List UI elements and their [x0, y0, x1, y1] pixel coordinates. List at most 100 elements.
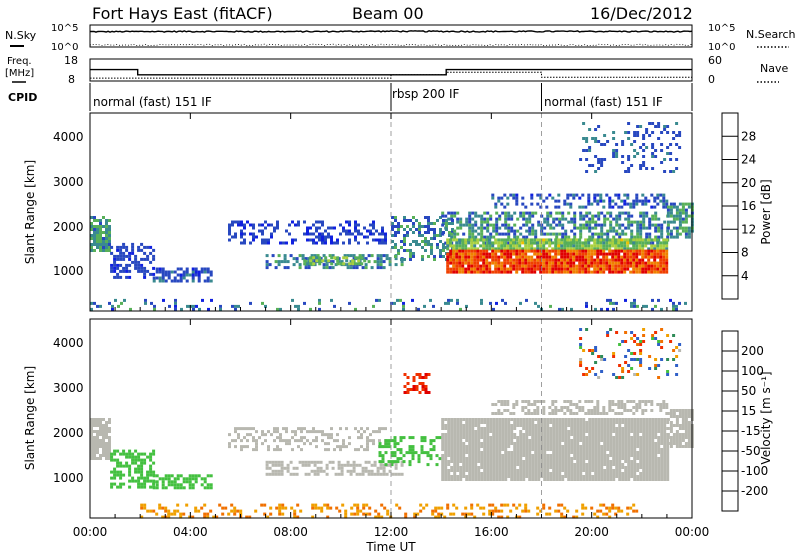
power-cell	[400, 240, 403, 243]
power-cell	[506, 247, 510, 251]
power-cell	[449, 241, 453, 245]
power-cell	[486, 223, 490, 227]
velocity-cell	[549, 448, 553, 451]
power-cell	[552, 232, 556, 236]
velocity-cell	[570, 463, 574, 466]
nave-tick-bottom: 0	[708, 73, 715, 86]
power-cell	[307, 257, 311, 261]
velocity-cell	[612, 469, 616, 472]
velocity-cell	[581, 409, 585, 412]
power-cell	[459, 220, 463, 224]
power-cell	[570, 229, 574, 233]
power-cell	[515, 199, 519, 203]
velocity-cell	[639, 472, 643, 475]
power-cell	[298, 254, 302, 258]
power-cell	[681, 208, 685, 212]
power-cell	[515, 261, 519, 265]
power-cell	[608, 270, 612, 274]
velocity-cell	[477, 424, 481, 427]
power-cell	[470, 249, 474, 253]
velocity-cell	[465, 457, 469, 460]
velocity-cell	[209, 486, 213, 490]
power-cell	[596, 202, 600, 206]
velocity-cell	[542, 412, 546, 415]
power-cell	[330, 241, 333, 245]
power-cell	[656, 196, 660, 200]
power-cell	[504, 301, 507, 305]
velocity-cell	[188, 483, 192, 487]
power-cell	[575, 252, 579, 256]
power-cell	[461, 249, 465, 253]
velocity-cell	[411, 457, 415, 461]
power-cell	[452, 249, 456, 253]
power-cell	[539, 241, 543, 245]
velocity-cell	[522, 418, 526, 421]
power-cell	[497, 196, 501, 200]
velocity-cell	[456, 466, 460, 469]
power-cell	[642, 214, 646, 218]
velocity-cell	[418, 373, 422, 376]
velocity-cell	[591, 367, 595, 370]
power-cell	[542, 252, 546, 256]
velocity-cell	[651, 424, 655, 427]
velocity-cell	[567, 460, 571, 463]
velocity-cell	[492, 448, 496, 451]
power-cell	[495, 223, 499, 227]
velocity-cell	[486, 448, 490, 451]
velocity-cell	[379, 466, 383, 470]
velocity-cell	[606, 457, 610, 460]
velocity-cell	[669, 421, 673, 424]
power-cell	[669, 298, 672, 302]
power-cell	[503, 252, 507, 256]
power-cell	[573, 220, 577, 224]
velocity-cell	[542, 400, 546, 403]
velocity-cell	[624, 445, 628, 448]
velocity-cell	[468, 451, 472, 454]
power-cell	[654, 226, 658, 230]
power-cell	[569, 270, 573, 274]
power-cell	[687, 235, 691, 239]
power-cell	[656, 238, 660, 242]
velocity-cell	[240, 439, 243, 443]
power-cell	[611, 244, 615, 248]
power-cell	[480, 223, 484, 227]
power-cell	[450, 232, 454, 236]
velocity-cell	[456, 454, 460, 457]
power-cell	[462, 223, 466, 227]
power-cell	[617, 238, 621, 242]
velocity-cell	[552, 436, 556, 439]
velocity-cell	[633, 475, 637, 478]
power-cell	[549, 226, 553, 230]
power-cell	[274, 260, 278, 264]
power-cell	[427, 219, 430, 222]
velocity-cell	[645, 466, 649, 469]
power-cell	[394, 225, 397, 228]
power-cell	[400, 260, 404, 264]
power-cell	[608, 205, 612, 209]
power-cell	[445, 219, 448, 222]
power-cell	[584, 255, 588, 259]
velocity-cell	[441, 472, 445, 475]
velocity-cell	[594, 478, 598, 481]
power-cell	[573, 217, 577, 221]
velocity-cell	[522, 454, 526, 457]
power-cell	[537, 220, 541, 224]
velocity-cell	[507, 445, 511, 448]
velocity-cell	[161, 483, 165, 487]
power-cell	[99, 249, 102, 252]
velocity-cell	[108, 454, 111, 457]
power-cell	[636, 223, 640, 227]
power-cell	[666, 125, 670, 128]
velocity-cell	[462, 463, 466, 466]
velocity-cell	[456, 460, 460, 463]
power-cell	[90, 246, 93, 249]
power-cell	[480, 220, 484, 224]
velocity-cell	[486, 457, 490, 460]
velocity-cell	[441, 469, 445, 472]
power-cell	[128, 254, 132, 258]
power-cell	[312, 223, 315, 227]
power-cell	[128, 269, 132, 273]
velocity-cell	[684, 418, 688, 421]
velocity-cell	[548, 406, 552, 409]
